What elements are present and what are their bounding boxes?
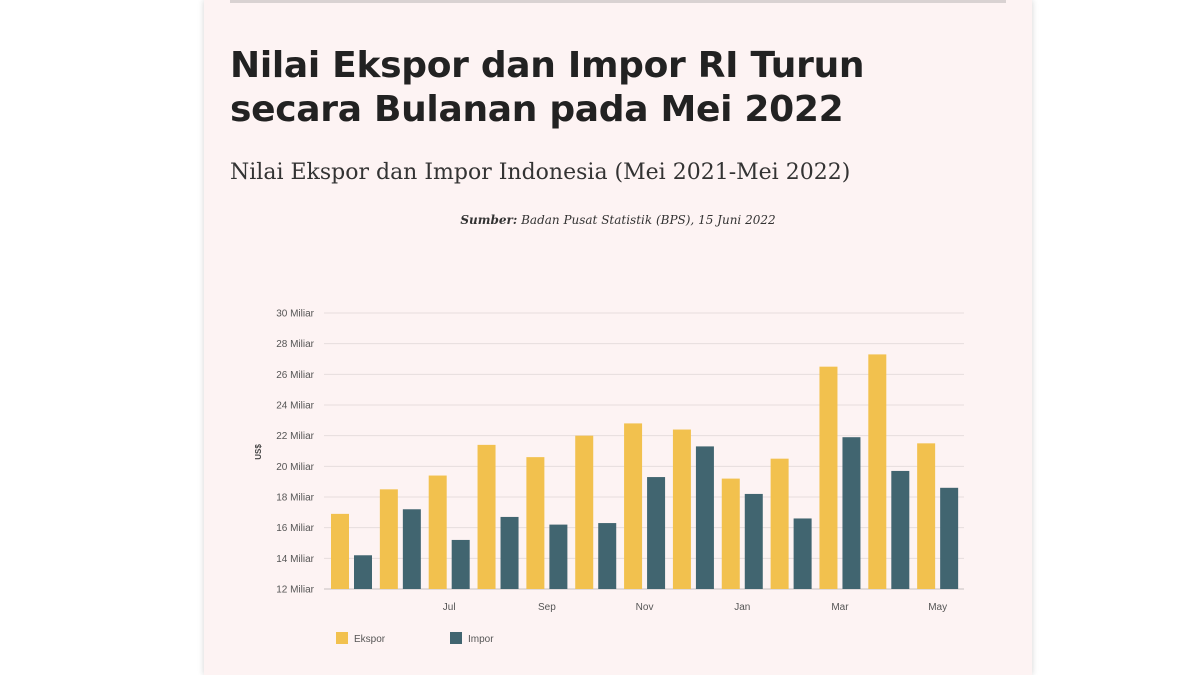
bar-ekspor (721, 478, 740, 589)
y-tick-label: 24 Miliar (276, 401, 314, 412)
bar-ekspor (770, 458, 789, 589)
bar-ekspor (624, 423, 643, 589)
legend-label: Ekspor (354, 634, 386, 645)
bar-impor (354, 555, 372, 589)
x-tick-label: Nov (636, 602, 654, 613)
bar-ekspor (868, 354, 887, 589)
x-tick-label: Jul (443, 602, 456, 613)
source-label: Sumber: (460, 213, 518, 227)
y-tick-label: 20 Miliar (276, 462, 314, 473)
y-tick-label: 22 Miliar (276, 431, 314, 442)
legend-swatch (450, 632, 462, 644)
bar-ekspor (331, 513, 349, 589)
bar-impor (695, 446, 714, 589)
x-tick-label: Sep (538, 602, 556, 613)
y-tick-label: 16 Miliar (276, 523, 314, 534)
bar-ekspor (526, 457, 545, 589)
bar-impor (402, 509, 421, 589)
legend-label: Impor (468, 634, 494, 645)
page-title: Nilai Ekspor dan Impor RI Turun secara B… (230, 45, 865, 130)
bar-ekspor (917, 443, 936, 589)
y-tick-label: 14 Miliar (276, 554, 314, 565)
bar-impor (793, 518, 812, 589)
x-tick-label: Jan (734, 602, 750, 613)
bar-ekspor (575, 435, 594, 589)
source-text: Badan Pusat Statistik (BPS), 15 Juni 202… (521, 213, 776, 227)
bar-impor (940, 487, 959, 589)
bar-ekspor (819, 366, 838, 589)
y-tick-label: 12 Miliar (276, 585, 314, 596)
y-axis-label: US$ (254, 444, 263, 460)
bar-impor (744, 493, 763, 589)
legend-swatch (336, 632, 348, 644)
bar-impor (500, 516, 519, 589)
source-note: Sumber: Badan Pusat Statistik (BPS), 15 … (204, 213, 1032, 227)
y-tick-label: 18 Miliar (276, 493, 314, 504)
chart-subtitle: Nilai Ekspor dan Impor Indonesia (Mei 20… (230, 160, 851, 185)
top-divider (230, 0, 1006, 3)
bar-ekspor (428, 475, 447, 589)
x-tick-label: May (928, 602, 947, 613)
bar-impor (842, 437, 861, 589)
bar-impor (891, 470, 910, 589)
bar-ekspor (379, 489, 398, 589)
bar-ekspor (477, 444, 496, 589)
y-tick-label: 30 Miliar (276, 309, 314, 320)
bar-impor (549, 524, 568, 589)
bar-impor (598, 523, 617, 589)
bar-impor (647, 477, 666, 589)
bar-impor (451, 539, 470, 589)
article-card: Nilai Ekspor dan Impor RI Turun secara B… (204, 0, 1032, 675)
x-tick-label: Mar (831, 602, 849, 613)
bar-ekspor (672, 429, 691, 589)
bar-chart: 12 Miliar 14 Miliar 16 Miliar 18 Miliar 20 M… (254, 309, 964, 645)
y-tick-label: 28 Miliar (276, 339, 314, 350)
y-tick-label: 26 Miliar (276, 370, 314, 381)
